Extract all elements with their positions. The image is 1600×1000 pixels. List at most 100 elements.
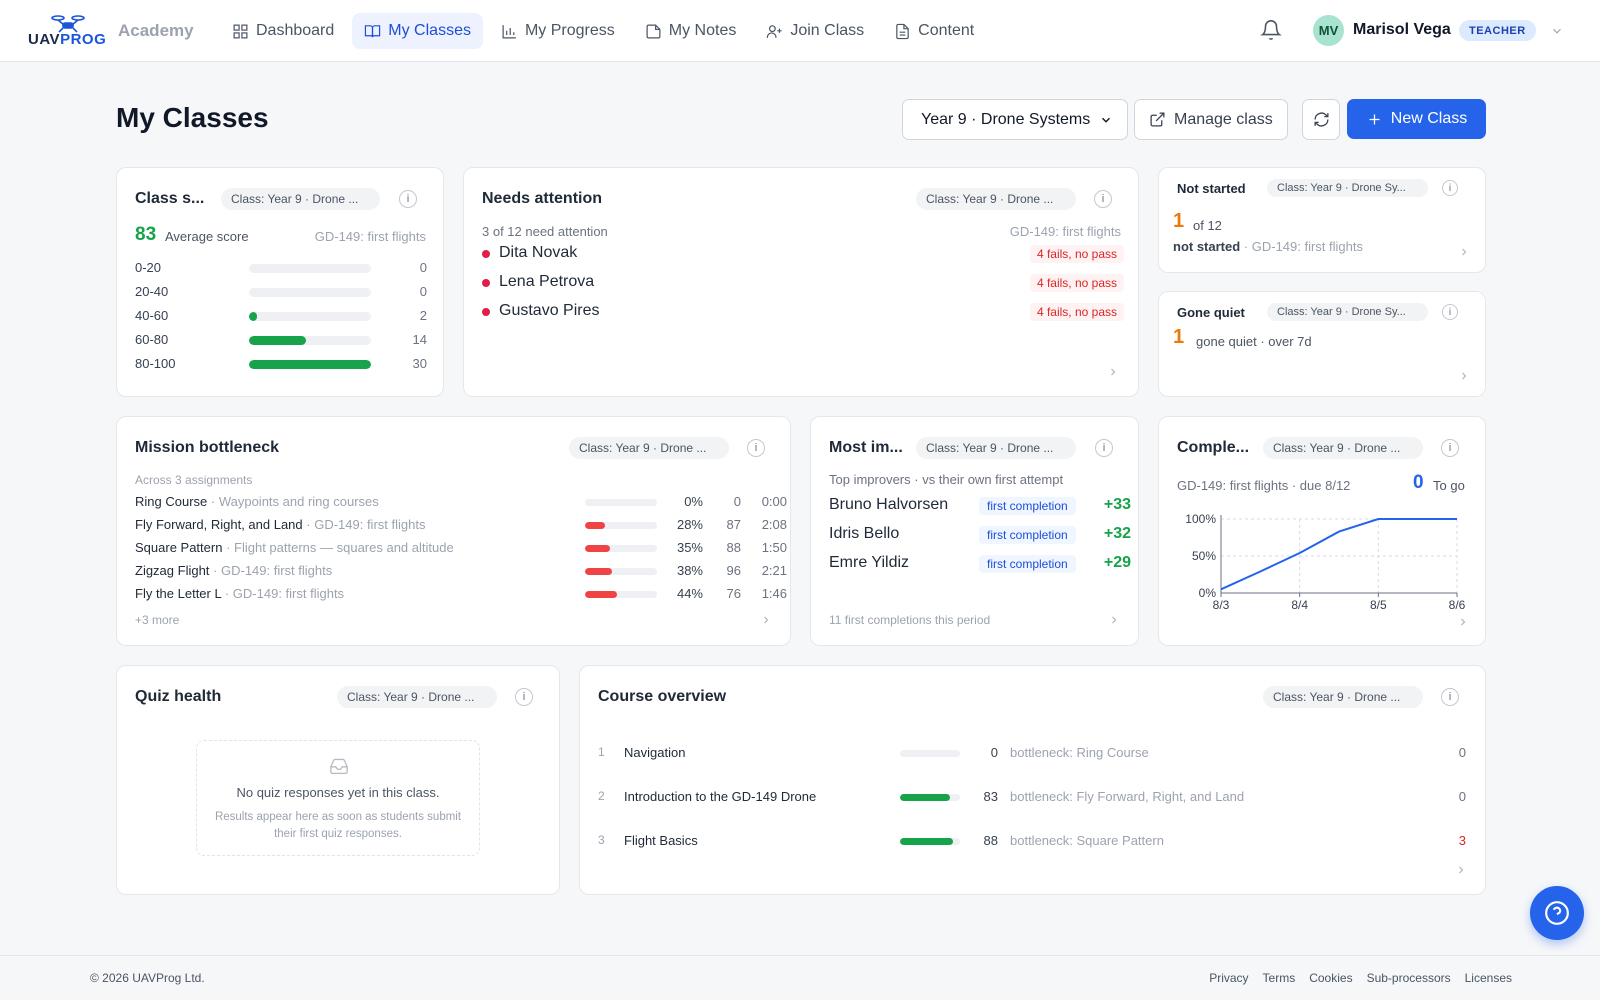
class-filter-chip[interactable]: Class: Year 9 · Drone ... (337, 686, 497, 708)
nav-label: Content (918, 22, 975, 39)
empty-state: No quiz responses yet in this class. Res… (196, 740, 480, 856)
nav-dashboard[interactable]: Dashboard (220, 13, 346, 49)
chevron-down-icon[interactable] (1550, 24, 1564, 38)
nav-my-classes[interactable]: My Classes (352, 13, 483, 49)
not-started-card[interactable]: Not started Class: Year 9 · Drone Sy... … (1158, 167, 1486, 273)
class-filter-chip[interactable]: Class: Year 9 · Drone Sy... (1267, 179, 1428, 197)
class-filter-chip[interactable]: Class: Year 9 · Drone ... (916, 188, 1076, 210)
refresh-button[interactable] (1302, 99, 1340, 140)
drone-logo-icon[interactable] (28, 14, 108, 48)
mission-row[interactable]: Fly the Letter L · GD-149: first flights… (135, 586, 787, 604)
class-filter-chip[interactable]: Class: Year 9 · Drone ... (569, 437, 729, 459)
module-alert-count: 0 (1458, 745, 1466, 760)
class-filter-chip[interactable]: Class: Year 9 · Drone ... (916, 437, 1076, 459)
mission-row[interactable]: Fly Forward, Right, and Land · GD-149: f… (135, 517, 787, 535)
class-filter-chip[interactable]: Class: Year 9 · Drone ... (1263, 437, 1423, 459)
class-select[interactable]: Year 9 · Drone Systems (902, 99, 1128, 140)
chevron-right-icon[interactable] (1458, 246, 1470, 258)
pass-rate-bar-fill (585, 545, 611, 552)
improver-row[interactable]: Emre Yildiz first completion +29 (829, 553, 1131, 575)
attention-student-row[interactable]: Lena Petrova 4 fails, no pass (482, 273, 1124, 293)
gone-quiet-card[interactable]: Gone quiet Class: Year 9 · Drone Sy... i… (1158, 291, 1486, 397)
chevron-right-icon[interactable] (1108, 614, 1120, 626)
class-filter-chip[interactable]: Class: Year 9 · Drone ... (1263, 686, 1423, 708)
avatar[interactable]: MV (1313, 15, 1344, 46)
nav-my-progress[interactable]: My Progress (489, 13, 627, 49)
course-module-row[interactable]: 3 Flight Basics 88 bottleneck: Square Patte… (598, 833, 1466, 851)
info-icon[interactable]: i (1441, 439, 1459, 457)
footer-link-licenses[interactable]: Licenses (1464, 971, 1512, 985)
chevron-right-icon[interactable] (1455, 864, 1467, 876)
module-score-bar-track (900, 750, 960, 757)
attention-student-row[interactable]: Dita Novak 4 fails, no pass (482, 244, 1124, 264)
mission-row[interactable]: Square Pattern · Flight patterns — squar… (135, 540, 787, 558)
chevron-right-icon[interactable] (760, 614, 772, 626)
top-navigation-bar: UAVPROG Academy Dashboard My Classes My … (0, 0, 1600, 62)
notification-bell-icon[interactable] (1260, 19, 1282, 41)
average-time: 2:08 (761, 517, 787, 532)
score-bucket-row: 0-20 0 (135, 260, 427, 276)
info-icon[interactable]: i (1442, 304, 1458, 320)
x-tick-label: 8/3 (1213, 598, 1230, 612)
mission-name: Square Pattern (135, 540, 223, 555)
nav-join-class[interactable]: Join Class (754, 13, 876, 49)
nav-my-notes[interactable]: My Notes (633, 13, 749, 49)
module-number: 3 (598, 833, 605, 847)
improver-row[interactable]: Idris Bello first completion +32 (829, 524, 1131, 546)
fail-status-badge: 4 fails, no pass (1029, 274, 1124, 292)
to-go-label: To go (1433, 478, 1465, 493)
mission-row[interactable]: Ring Course · Waypoints and ring courses… (135, 494, 787, 512)
app-name: Academy (118, 21, 194, 40)
pass-rate-bar-fill (585, 568, 613, 575)
info-icon[interactable]: i (1441, 688, 1459, 706)
attention-student-row[interactable]: Gustavo Pires 4 fails, no pass (482, 302, 1124, 322)
footer-link-privacy[interactable]: Privacy (1209, 971, 1249, 985)
chevron-right-icon[interactable] (1458, 370, 1470, 382)
manage-class-button[interactable]: Manage class (1134, 99, 1288, 140)
chevron-right-icon[interactable] (1457, 616, 1469, 628)
average-time: 2:21 (761, 563, 787, 578)
show-more-link[interactable]: +3 more (135, 613, 180, 627)
course-module-row[interactable]: 2 Introduction to the GD-149 Drone 83 bottl… (598, 789, 1466, 807)
class-select-value: Year 9 · Drone Systems (921, 110, 1091, 128)
bucket-range: 40-60 (135, 308, 169, 323)
course-module-row[interactable]: 1 Navigation 0 bottleneck: Ring Course 0 (598, 745, 1466, 763)
footer-link-cookies[interactable]: Cookies (1309, 971, 1353, 985)
class-filter-chip[interactable]: Class: Year 9 · Drone ... (221, 188, 380, 210)
chevron-right-icon[interactable] (1107, 366, 1119, 378)
bucket-range: 80-100 (135, 356, 176, 371)
completions-summary: 11 first completions this period (829, 613, 991, 627)
improvers-caption: Top improvers · vs their own first attem… (829, 472, 1064, 487)
info-icon[interactable]: i (1094, 190, 1112, 208)
module-score: 0 (990, 745, 998, 760)
student-name: Gustavo Pires (499, 302, 600, 319)
info-icon[interactable]: i (399, 190, 417, 208)
new-class-button[interactable]: New Class (1347, 99, 1486, 139)
nav-label: My Progress (524, 22, 615, 39)
y-tick-label: 50% (1192, 549, 1216, 563)
module-number: 2 (598, 789, 605, 803)
info-icon[interactable]: i (1442, 180, 1458, 196)
footer-link-terms[interactable]: Terms (1262, 971, 1296, 985)
pass-rate: 28% (676, 517, 703, 532)
mission-name: Fly the Letter L (135, 586, 222, 601)
assignment-due: GD-149: first flights · due 8/12 (1177, 478, 1351, 493)
quiz-health-card: Quiz health Class: Year 9 · Drone ... i … (116, 665, 560, 895)
mission-row[interactable]: Zigzag Flight · GD-149: first flights 38%… (135, 563, 787, 581)
improver-row[interactable]: Bruno Halvorsen first completion +33 (829, 495, 1131, 517)
class-filter-chip[interactable]: Class: Year 9 · Drone Sy... (1267, 303, 1428, 321)
user-name[interactable]: Marisol Vega (1353, 21, 1451, 38)
nav-content[interactable]: Content (882, 13, 986, 49)
inbox-icon (330, 758, 348, 775)
info-icon[interactable]: i (1095, 439, 1113, 457)
new-class-label: New Class (1390, 110, 1468, 127)
assignment-name: GD-149: first flights (314, 229, 426, 244)
info-icon[interactable]: i (747, 439, 765, 457)
help-button[interactable] (1530, 886, 1584, 940)
copyright: © 2026 UAVProg Ltd. (90, 971, 205, 985)
score-gain: +32 (1103, 525, 1131, 542)
average-time: 1:46 (761, 586, 787, 601)
info-icon[interactable]: i (515, 688, 533, 706)
card-title: Course overview (598, 688, 727, 705)
footer-link-sub-processors[interactable]: Sub-processors (1366, 971, 1451, 985)
